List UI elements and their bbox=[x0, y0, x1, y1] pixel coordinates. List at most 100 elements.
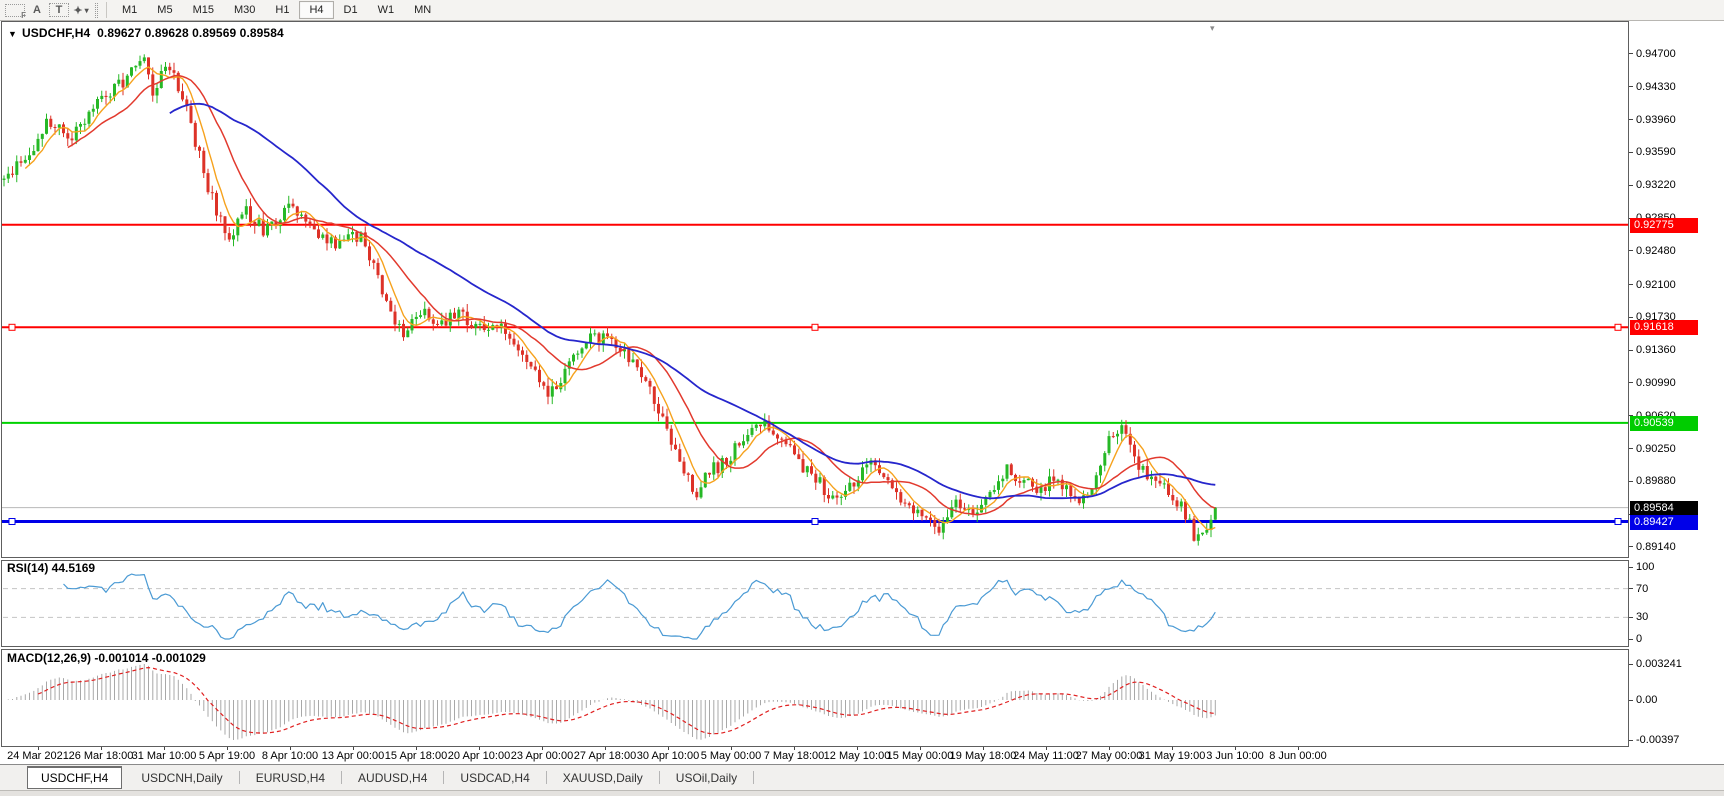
date-tick bbox=[857, 747, 858, 750]
timeframe-m15[interactable]: M15 bbox=[192, 4, 214, 16]
symbol-title: USDCHF,H4 bbox=[22, 26, 91, 40]
shapes-dropdown-caret-icon: ▾ bbox=[84, 5, 89, 15]
tab-usdchf[interactable]: USDCHF,H4 bbox=[27, 766, 123, 789]
date-label: 19 May 18:00 bbox=[949, 750, 1017, 762]
date-tick bbox=[227, 747, 228, 750]
macd-indicator-label: MACD(12,26,9) -0.001014 -0.001029 bbox=[7, 651, 206, 665]
date-label: 31 Mar 10:00 bbox=[131, 750, 197, 762]
date-tick bbox=[794, 747, 795, 750]
date-label: 12 May 10:00 bbox=[823, 750, 891, 762]
date-label: 15 Apr 18:00 bbox=[384, 750, 448, 762]
price-tick: 0.89880 bbox=[1629, 475, 1676, 487]
date-label: 24 May 11:00 bbox=[1013, 750, 1079, 762]
rsi-panel[interactable] bbox=[1, 560, 1629, 647]
date-label: 27 May 00:00 bbox=[1075, 750, 1143, 762]
font-a-tool-icon[interactable]: A bbox=[33, 4, 41, 16]
tab-eurusd[interactable]: EURUSD,H4 bbox=[255, 770, 326, 785]
date-label: 23 Apr 00:00 bbox=[510, 750, 574, 762]
date-label: 7 May 18:00 bbox=[763, 750, 825, 762]
macd-tick: 0.00 bbox=[1629, 694, 1657, 706]
date-label: 24 Mar 2021 bbox=[7, 750, 69, 762]
chart-shift-marker-icon[interactable]: ▾ bbox=[1210, 23, 1215, 33]
date-label: 8 Jun 00:00 bbox=[1269, 750, 1327, 762]
ohlc-values: 0.89627 0.89628 0.89569 0.89584 bbox=[97, 26, 284, 40]
date-label: 30 Apr 10:00 bbox=[636, 750, 700, 762]
date-tick bbox=[479, 747, 480, 750]
tab-usdcnh[interactable]: USDCNH,Daily bbox=[141, 770, 223, 785]
tab-separator bbox=[753, 771, 755, 784]
date-tick bbox=[1298, 747, 1299, 750]
timeframe-w1[interactable]: W1 bbox=[377, 4, 395, 16]
date-tick bbox=[164, 747, 165, 750]
date-tick bbox=[1109, 747, 1110, 750]
date-label: 13 Apr 00:00 bbox=[321, 750, 385, 762]
chart-title: ▼ USDCHF,H4 0.89627 0.89628 0.89569 0.895… bbox=[8, 26, 284, 40]
date-label: 3 Jun 10:00 bbox=[1206, 750, 1264, 762]
chart-title-dropdown-icon[interactable]: ▼ bbox=[8, 29, 18, 39]
timeframe-m5[interactable]: M5 bbox=[157, 4, 173, 16]
text-label-tool-icon[interactable]: T bbox=[49, 3, 69, 17]
date-tick bbox=[1172, 747, 1173, 750]
shapes-glyph-icon: ✦ bbox=[73, 4, 83, 17]
date-tick bbox=[416, 747, 417, 750]
rsi-tick: 30 bbox=[1629, 611, 1648, 623]
date-tick bbox=[1046, 747, 1047, 750]
grid-f-tool-icon[interactable]: F bbox=[5, 3, 26, 20]
date-tick bbox=[353, 747, 354, 750]
price-tick: 0.89140 bbox=[1629, 541, 1676, 553]
bottom-strip bbox=[0, 790, 1724, 796]
price-tick: 0.94700 bbox=[1629, 48, 1676, 60]
date-tick bbox=[542, 747, 543, 750]
price-tick: 0.91360 bbox=[1629, 344, 1676, 356]
toolbar-grip bbox=[95, 2, 98, 18]
date-tick bbox=[101, 747, 102, 750]
price-tick: 0.92100 bbox=[1629, 279, 1676, 291]
tab-audusd[interactable]: AUDUSD,H4 bbox=[358, 770, 428, 785]
tab-separator bbox=[238, 771, 240, 784]
main-chart-panel[interactable] bbox=[1, 21, 1629, 558]
tab-separator bbox=[545, 771, 547, 784]
date-tick bbox=[920, 747, 921, 750]
tab-usdcad[interactable]: USDCAD,H4 bbox=[460, 770, 530, 785]
macd-tick: 0.003241 bbox=[1629, 658, 1682, 670]
tab-separator bbox=[341, 771, 343, 784]
date-tick bbox=[605, 747, 606, 750]
price-tick: 0.92480 bbox=[1629, 245, 1676, 257]
timeframe-h1[interactable]: H1 bbox=[275, 4, 290, 16]
timeframe-m30[interactable]: M30 bbox=[233, 4, 256, 16]
rsi-tick: 70 bbox=[1629, 583, 1648, 595]
price-tick: 0.93960 bbox=[1629, 114, 1676, 126]
price-tick: 0.94330 bbox=[1629, 81, 1676, 93]
timeframe-m1[interactable]: M1 bbox=[122, 4, 138, 16]
rsi-tick: 100 bbox=[1629, 561, 1654, 573]
date-label: 15 May 00:00 bbox=[886, 750, 954, 762]
date-axis: 24 Mar 2021 26 Mar 18:00 31 Mar 10:00 5 Apr… bbox=[0, 747, 1724, 764]
timeframe-mn[interactable]: MN bbox=[414, 4, 432, 16]
date-tick bbox=[668, 747, 669, 750]
timeframe-d1[interactable]: D1 bbox=[343, 4, 358, 16]
shapes-tool-icon[interactable]: ✦ ▾ bbox=[71, 2, 91, 19]
date-tick bbox=[983, 747, 984, 750]
macd-panel[interactable] bbox=[1, 649, 1629, 747]
date-label: 31 May 19:00 bbox=[1138, 750, 1206, 762]
tab-xauusd[interactable]: XAUUSD,Daily bbox=[562, 770, 643, 785]
hline-price-label: 0.89427 bbox=[1630, 514, 1698, 530]
date-label: 5 Apr 19:00 bbox=[198, 750, 256, 762]
date-tick bbox=[290, 747, 291, 750]
rsi-indicator-label: RSI(14) 44.5169 bbox=[7, 561, 96, 575]
date-tick bbox=[1235, 747, 1236, 750]
price-tick: 0.93590 bbox=[1629, 146, 1676, 158]
timeframe-group: M1 M5 M15 M30 H1 H4 D1 W1 MN bbox=[112, 1, 441, 19]
date-label: 26 Mar 18:00 bbox=[68, 750, 134, 762]
bid-price-label: 0.89584 bbox=[1630, 500, 1698, 516]
tab-separator bbox=[658, 771, 660, 784]
hline-price-label: 0.90539 bbox=[1630, 415, 1698, 431]
tab-usoil[interactable]: USOil,Daily bbox=[675, 770, 738, 785]
toolbar-separator bbox=[106, 2, 107, 18]
date-label: 20 Apr 10:00 bbox=[447, 750, 511, 762]
tab-separator bbox=[443, 771, 445, 784]
timeframe-h4[interactable]: H4 bbox=[299, 1, 334, 19]
hline-price-label: 0.92775 bbox=[1630, 217, 1698, 233]
price-tick: 0.90990 bbox=[1629, 377, 1676, 389]
date-label: 8 Apr 10:00 bbox=[261, 750, 319, 762]
